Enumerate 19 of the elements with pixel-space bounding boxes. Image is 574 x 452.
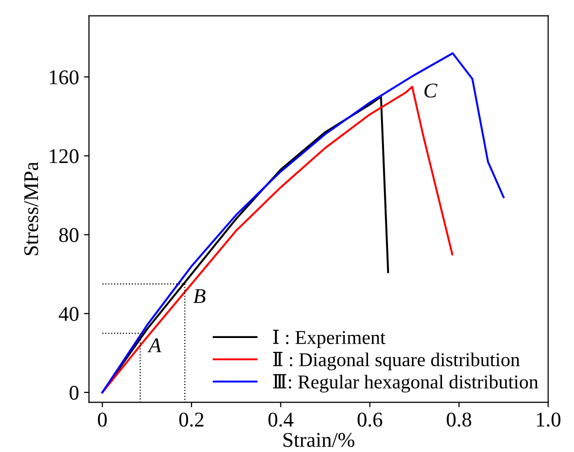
annotation: A xyxy=(147,338,162,352)
y-axis-title: Stress/MPa xyxy=(24,162,38,256)
y-tick-label: 0 xyxy=(70,386,78,400)
annotation: B xyxy=(193,289,206,303)
legend-label: Ⅱ : Diagonal square distribution xyxy=(273,352,520,370)
legend-label: Ⅲ: Regular hexagonal distribution xyxy=(273,374,538,393)
legend-label: Ⅰ : Experiment xyxy=(273,330,386,348)
x-tick-label: 0.8 xyxy=(446,412,472,427)
y-tick-label: 40 xyxy=(58,306,78,321)
y-tick-label: 80 xyxy=(59,228,78,242)
annotation: C xyxy=(424,84,438,98)
y-tick-label: 160 xyxy=(50,70,78,84)
x-tick-label: 0.2 xyxy=(179,412,204,427)
x-tick-label: 0.6 xyxy=(358,412,382,427)
x-axis-title: Strain/% xyxy=(284,432,354,448)
y-tick-label: 120 xyxy=(50,149,78,164)
x-tick-label: 0.4 xyxy=(268,412,294,427)
x-tick-label: 0 xyxy=(98,412,107,427)
x-tick-label: 1.0 xyxy=(536,412,560,427)
